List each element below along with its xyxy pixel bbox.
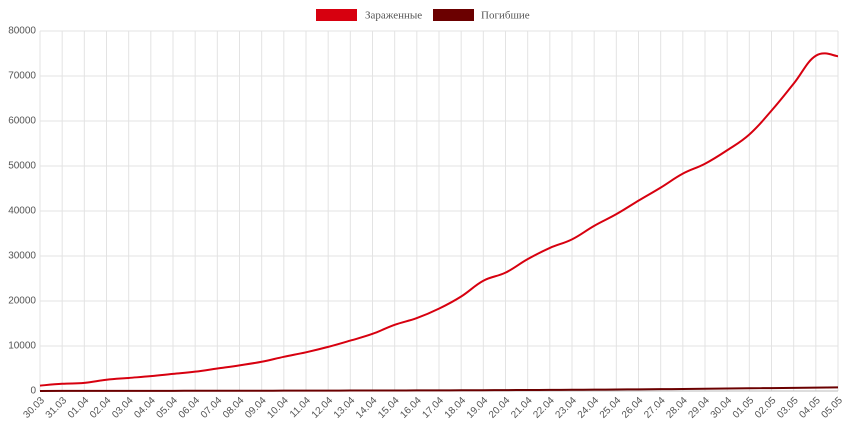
x-tick-label: 02.04 [88,395,114,421]
legend-swatch [433,9,474,21]
legend: Зараженные Погибшие [316,9,530,22]
x-tick-label: 07.04 [199,395,225,421]
x-tick-label: 27.04 [642,395,668,421]
x-tick-label: 03.05 [775,395,801,421]
y-tick-label: 40000 [8,206,36,217]
x-tick-label: 09.04 [243,395,269,421]
x-tick-label: 06.04 [177,395,203,421]
legend-label: Погибшие [481,10,530,22]
y-tick-label: 70000 [8,71,36,82]
series-line [39,386,839,392]
x-tick-label: 05.05 [820,395,846,421]
x-tick-label: 16.04 [398,395,424,421]
x-tick-label: 04.04 [132,395,158,421]
x-tick-label: 03.04 [110,395,136,421]
x-tick-label: 28.04 [664,395,690,421]
x-tick-label: 20.04 [487,395,513,421]
x-tick-label: 08.04 [221,395,247,421]
x-tick-label: 19.04 [465,395,491,421]
y-tick-label: 20000 [8,296,36,307]
y-tick-label: 60000 [8,116,36,127]
x-tick-label: 11.04 [288,395,313,420]
x-tick-label: 14.04 [354,395,380,421]
x-tick-label: 25.04 [598,395,624,421]
x-tick-label: 21.04 [509,395,535,421]
y-tick-label: 30000 [8,251,36,262]
x-tick-label: 15.04 [376,395,402,421]
x-tick-label: 30.03 [22,395,48,421]
x-tick-label: 30.04 [709,395,735,421]
y-tick-label: 80000 [8,26,36,37]
legend-label: Зараженные [365,10,422,22]
x-tick-label: 26.04 [620,395,646,421]
x-tick-label: 24.04 [576,395,602,421]
x-tick-label: 04.05 [797,395,823,421]
x-tick-label: 02.05 [753,395,779,421]
y-tick-label: 0 [30,386,36,397]
x-tick-label: 01.05 [731,395,757,421]
x-tick-label: 31.03 [44,395,70,421]
x-tick-label: 18.04 [443,395,469,421]
x-tick-label: 12.04 [310,395,336,421]
legend-swatch [316,9,357,21]
x-tick-label: 13.04 [332,395,358,421]
series-line [39,52,839,387]
x-tick-label: 23.04 [554,395,580,421]
x-tick-label: 10.04 [265,395,291,421]
x-tick-label: 17.04 [421,395,447,421]
x-tick-label: 05.04 [155,395,181,421]
y-tick-label: 50000 [8,161,36,172]
x-tick-label: 01.04 [66,395,92,421]
y-tick-label: 10000 [8,341,36,352]
x-tick-label: 29.04 [687,395,713,421]
x-tick-label: 22.04 [531,395,557,421]
